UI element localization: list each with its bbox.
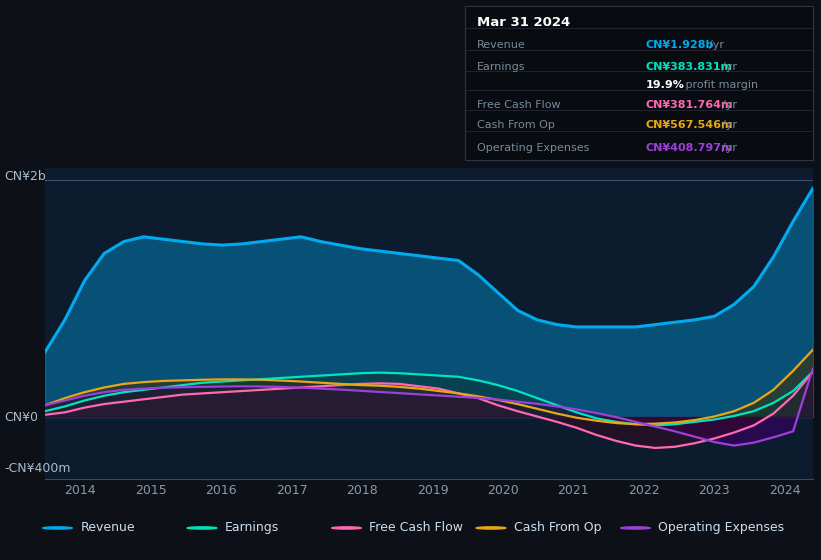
Text: 19.9%: 19.9%: [645, 80, 685, 90]
Text: Free Cash Flow: Free Cash Flow: [477, 100, 561, 110]
Circle shape: [187, 527, 217, 529]
Circle shape: [476, 527, 506, 529]
Text: Revenue: Revenue: [80, 521, 135, 534]
Circle shape: [43, 527, 72, 529]
Text: Mar 31 2024: Mar 31 2024: [477, 16, 570, 29]
Text: /yr: /yr: [722, 143, 737, 153]
Text: /yr: /yr: [722, 62, 737, 72]
Text: Cash From Op: Cash From Op: [514, 521, 602, 534]
Circle shape: [332, 527, 361, 529]
Text: profit margin: profit margin: [682, 80, 759, 90]
Text: CN¥1.928b: CN¥1.928b: [645, 40, 714, 50]
Text: Free Cash Flow: Free Cash Flow: [369, 521, 463, 534]
Circle shape: [621, 527, 650, 529]
Text: Operating Expenses: Operating Expenses: [477, 143, 589, 153]
Text: /yr: /yr: [709, 40, 723, 50]
Text: CN¥567.546m: CN¥567.546m: [645, 120, 733, 130]
Text: Earnings: Earnings: [477, 62, 525, 72]
Text: Earnings: Earnings: [225, 521, 279, 534]
Text: /yr: /yr: [722, 100, 737, 110]
Text: CN¥383.831m: CN¥383.831m: [645, 62, 732, 72]
Text: CN¥381.764m: CN¥381.764m: [645, 100, 733, 110]
Text: Operating Expenses: Operating Expenses: [658, 521, 785, 534]
Text: CN¥2b: CN¥2b: [4, 170, 46, 183]
Text: Revenue: Revenue: [477, 40, 525, 50]
Text: CN¥408.797m: CN¥408.797m: [645, 143, 733, 153]
Text: /yr: /yr: [722, 120, 737, 130]
Text: Cash From Op: Cash From Op: [477, 120, 555, 130]
Text: CN¥0: CN¥0: [4, 410, 38, 423]
Text: -CN¥400m: -CN¥400m: [4, 462, 71, 475]
